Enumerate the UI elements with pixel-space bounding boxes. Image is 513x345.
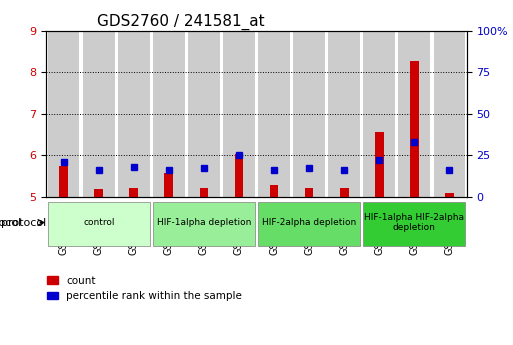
Bar xyxy=(433,31,465,197)
Bar xyxy=(60,166,68,197)
Bar xyxy=(270,185,279,197)
Bar xyxy=(129,188,138,197)
Bar xyxy=(305,188,313,197)
Bar xyxy=(445,193,453,197)
FancyBboxPatch shape xyxy=(48,202,150,246)
Bar xyxy=(340,188,348,197)
Bar xyxy=(328,31,360,197)
Text: HIF-2alpha depletion: HIF-2alpha depletion xyxy=(262,218,356,227)
Bar xyxy=(293,31,325,197)
Bar xyxy=(118,31,150,197)
Bar xyxy=(83,31,114,197)
FancyBboxPatch shape xyxy=(258,202,360,246)
Bar xyxy=(94,189,103,197)
Bar xyxy=(165,173,173,197)
Bar xyxy=(223,31,255,197)
Bar xyxy=(188,31,220,197)
Bar xyxy=(399,31,430,197)
FancyBboxPatch shape xyxy=(153,202,255,246)
Text: protocol: protocol xyxy=(0,218,22,227)
Text: control: control xyxy=(83,218,114,227)
Bar xyxy=(258,31,290,197)
Bar xyxy=(200,188,208,197)
Bar xyxy=(153,31,185,197)
Text: HIF-1alpha HIF-2alpha
depletion: HIF-1alpha HIF-2alpha depletion xyxy=(364,213,464,232)
Text: GDS2760 / 241581_at: GDS2760 / 241581_at xyxy=(96,13,264,30)
Bar xyxy=(410,61,419,197)
FancyBboxPatch shape xyxy=(363,202,465,246)
Text: protocol: protocol xyxy=(1,218,46,227)
Bar xyxy=(234,155,243,197)
Bar xyxy=(48,31,80,197)
Text: HIF-1alpha depletion: HIF-1alpha depletion xyxy=(157,218,251,227)
Bar xyxy=(363,31,395,197)
Bar xyxy=(375,132,384,197)
Legend: count, percentile rank within the sample: count, percentile rank within the sample xyxy=(43,272,246,305)
